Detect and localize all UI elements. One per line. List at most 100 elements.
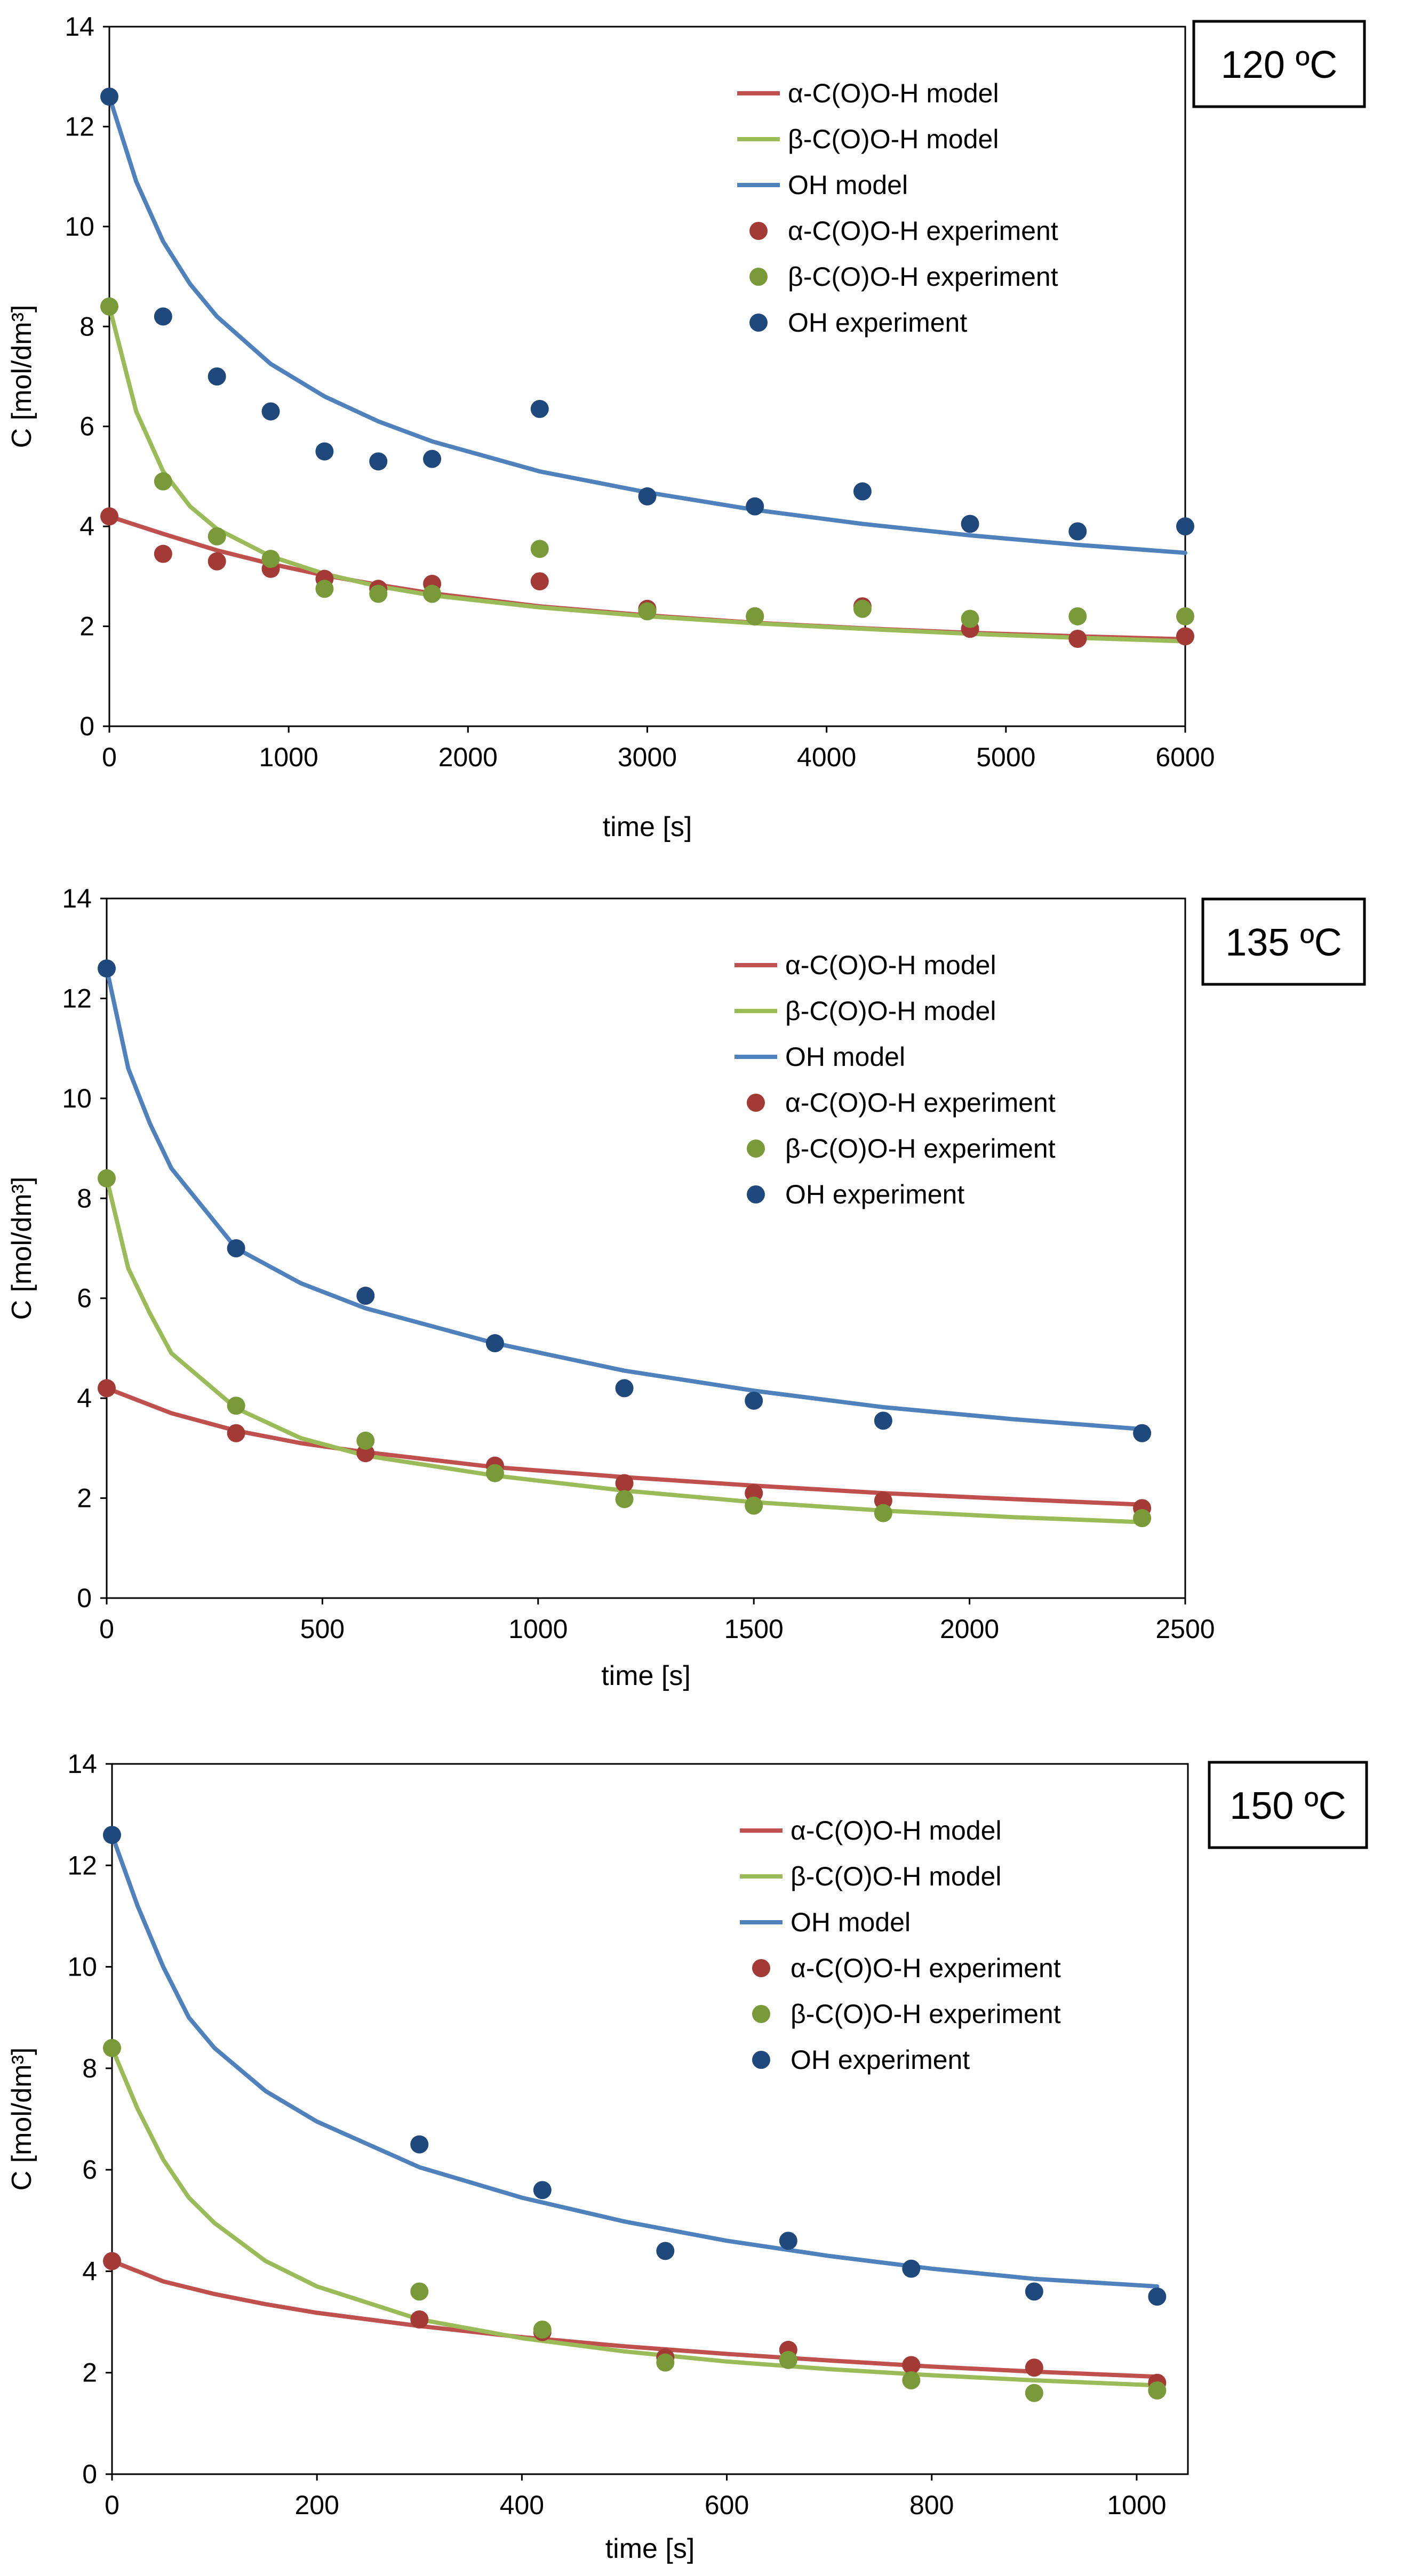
x-axis-title: time [s] bbox=[603, 812, 692, 842]
y-axis-title: C [mol/dm³] bbox=[6, 305, 37, 448]
data-point bbox=[100, 297, 118, 316]
data-point bbox=[98, 1379, 116, 1398]
series-beta-c-o-o-h-experiment bbox=[98, 1169, 1152, 1528]
data-point bbox=[1025, 2282, 1043, 2301]
data-point bbox=[227, 1239, 245, 1257]
data-point bbox=[154, 544, 172, 563]
plot-frame bbox=[106, 897, 1186, 1599]
data-point bbox=[1133, 1424, 1152, 1442]
x-tick-label: 2000 bbox=[438, 742, 498, 772]
data-point bbox=[103, 2252, 121, 2270]
data-point bbox=[356, 1287, 375, 1305]
legend-label: α-C(O)O-H experiment bbox=[785, 1088, 1056, 1118]
data-point bbox=[656, 2242, 675, 2260]
data-point bbox=[369, 584, 388, 603]
data-point bbox=[410, 2282, 429, 2301]
data-point bbox=[615, 1474, 634, 1492]
x-tick-label: 1000 bbox=[1107, 2490, 1166, 2520]
data-point bbox=[315, 442, 334, 461]
legend-label: OH model bbox=[785, 1042, 905, 1072]
data-point bbox=[530, 540, 549, 558]
data-point bbox=[615, 1379, 634, 1398]
x-tick-label: 4000 bbox=[797, 742, 856, 772]
data-point bbox=[369, 452, 388, 471]
data-point bbox=[533, 2181, 552, 2200]
x-tick-label: 6000 bbox=[1155, 742, 1215, 772]
legend-label: OH experiment bbox=[791, 2045, 970, 2075]
legend-swatch bbox=[747, 1139, 765, 1158]
legend-label: β-C(O)O-H experiment bbox=[788, 262, 1058, 292]
y-tick-label: 14 bbox=[67, 1749, 97, 1779]
y-tick-label: 6 bbox=[77, 1283, 92, 1313]
data-point bbox=[530, 399, 549, 418]
data-point bbox=[410, 2310, 429, 2329]
x-tick-label: 2500 bbox=[1155, 1614, 1215, 1644]
data-point bbox=[98, 959, 116, 978]
legend-label: β-C(O)O-H model bbox=[785, 996, 996, 1026]
x-tick-label: 1000 bbox=[259, 742, 318, 772]
data-point bbox=[154, 307, 172, 326]
data-point bbox=[1148, 2288, 1167, 2306]
chart-panel-1: 0 2 4 6 8 10 12 14 0 1000 2000 3000 4000 5000 6000 time… bbox=[6, 12, 1366, 842]
data-point bbox=[1068, 522, 1087, 541]
x-tick-label: 800 bbox=[909, 2490, 954, 2520]
x-axis-title: time [s] bbox=[605, 2533, 695, 2564]
data-point bbox=[261, 550, 280, 568]
series-oh-experiment bbox=[98, 959, 1152, 1442]
series-beta-c-o-o-h-experiment bbox=[103, 2039, 1167, 2402]
y-tick-label: 2 bbox=[77, 1483, 92, 1513]
legend: α-C(O)O-H model β-C(O)O-H model OH model α-… bbox=[740, 1816, 1061, 2075]
x-tick-label: 600 bbox=[705, 2490, 749, 2520]
y-tick-label: 0 bbox=[82, 2459, 97, 2489]
y-tick-label: 12 bbox=[62, 983, 92, 1013]
data-point bbox=[902, 2259, 921, 2278]
legend-label: OH experiment bbox=[788, 308, 967, 338]
x-tick-label: 1000 bbox=[508, 1614, 568, 1644]
legend-label: β-C(O)O-H experiment bbox=[785, 1134, 1056, 1163]
x-tick-label: 1500 bbox=[724, 1614, 784, 1644]
data-point bbox=[874, 1491, 892, 1510]
x-axis-title: time [s] bbox=[601, 1660, 691, 1691]
data-point bbox=[961, 515, 979, 533]
data-point bbox=[1176, 517, 1194, 536]
data-point bbox=[1068, 607, 1087, 625]
chart-title: 135 ºC bbox=[1225, 921, 1342, 964]
x-tick-label: 0 bbox=[105, 2490, 119, 2520]
data-point bbox=[746, 497, 764, 516]
data-point bbox=[356, 1431, 375, 1450]
data-point bbox=[638, 487, 657, 505]
data-point bbox=[1176, 607, 1194, 625]
series-oh-experiment bbox=[103, 1826, 1167, 2306]
chart-title: 150 ºC bbox=[1230, 1785, 1346, 1827]
data-point bbox=[154, 472, 172, 491]
data-point bbox=[530, 572, 549, 591]
data-point bbox=[745, 1391, 763, 1410]
legend-label: β-C(O)O-H experiment bbox=[791, 1999, 1061, 2029]
chart-title: 120 ºC bbox=[1221, 44, 1337, 86]
data-point bbox=[745, 1484, 763, 1503]
y-tick-label: 12 bbox=[67, 1850, 97, 1880]
y-tick-label: 6 bbox=[79, 412, 94, 442]
legend-label: β-C(O)O-H model bbox=[788, 124, 999, 154]
data-point bbox=[423, 450, 442, 468]
series-line bbox=[110, 1833, 1160, 2289]
legend-label: OH experiment bbox=[785, 1179, 964, 1209]
legend-label: β-C(O)O-H model bbox=[791, 1861, 1001, 1891]
legend-swatch bbox=[752, 2005, 770, 2023]
data-point bbox=[779, 2232, 797, 2250]
data-point bbox=[227, 1397, 245, 1415]
legend-swatch bbox=[749, 314, 768, 332]
series-beta-c-o-o-h-model bbox=[107, 304, 1187, 644]
data-point bbox=[1176, 627, 1194, 646]
y-tick-label: 4 bbox=[79, 511, 94, 541]
data-point bbox=[853, 599, 872, 618]
y-tick-label: 8 bbox=[79, 311, 94, 341]
data-point bbox=[902, 2371, 921, 2389]
legend-label: α-C(O)O-H experiment bbox=[788, 216, 1058, 246]
x-tick-label: 200 bbox=[294, 2490, 339, 2520]
data-point bbox=[902, 2356, 921, 2374]
plot-frame bbox=[111, 1763, 1189, 2475]
y-axis-title: C [mol/dm³] bbox=[6, 2048, 37, 2191]
series-line bbox=[105, 966, 1145, 1432]
